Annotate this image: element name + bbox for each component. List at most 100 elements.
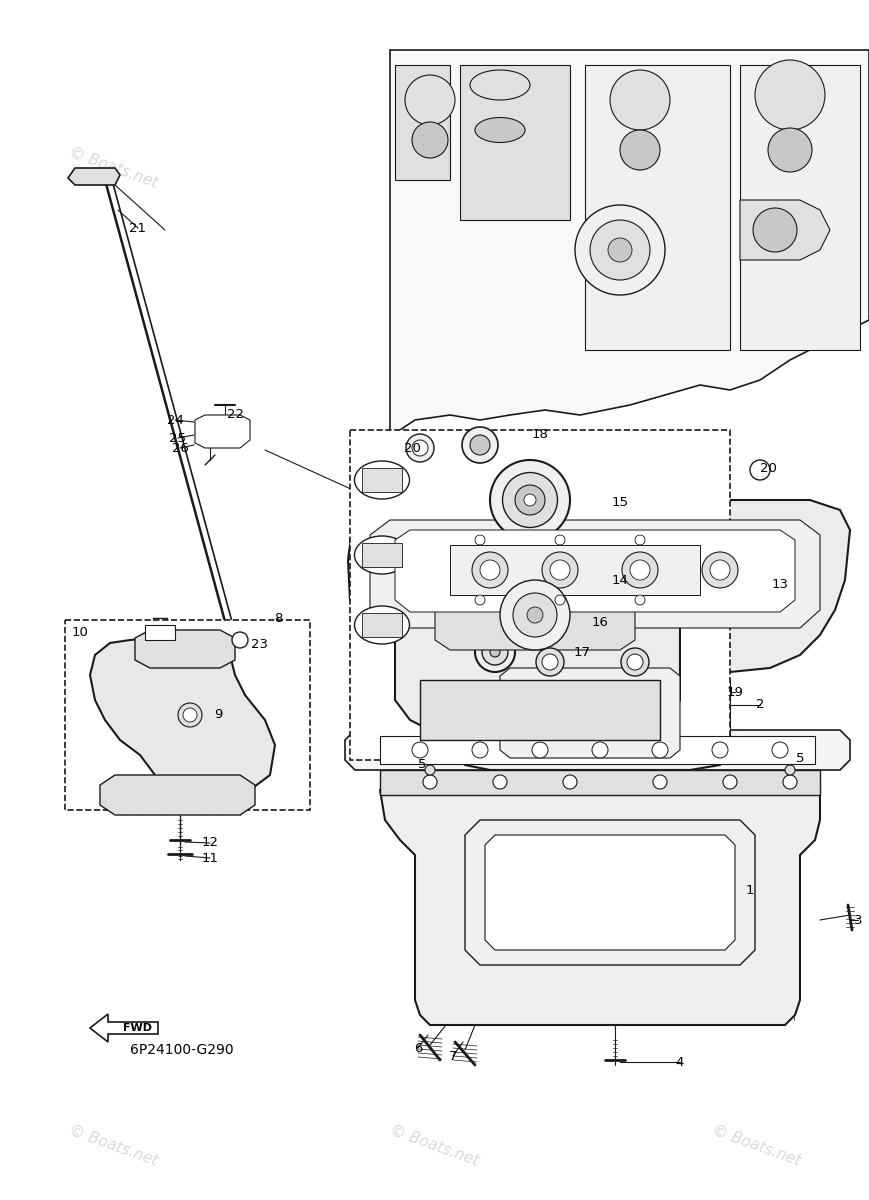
Polygon shape [90,1014,158,1042]
Ellipse shape [488,547,533,593]
Ellipse shape [355,461,409,499]
Ellipse shape [482,638,508,665]
Text: 6: 6 [414,1042,422,1055]
Polygon shape [380,760,820,1025]
Text: © Boats.net: © Boats.net [67,145,159,191]
Ellipse shape [496,611,514,629]
Polygon shape [195,415,250,448]
Text: 23: 23 [251,637,269,650]
Circle shape [635,595,645,605]
Polygon shape [740,65,860,350]
Text: © Boats.net: © Boats.net [67,1123,159,1169]
Circle shape [750,460,770,480]
Circle shape [563,775,577,790]
Circle shape [610,70,670,130]
Ellipse shape [470,70,530,100]
Text: 1: 1 [746,883,754,896]
Polygon shape [100,775,255,815]
Circle shape [532,742,548,758]
Text: 18: 18 [532,428,548,442]
Circle shape [772,742,788,758]
Circle shape [412,122,448,158]
Circle shape [783,775,797,790]
Polygon shape [420,680,660,740]
Text: © Boats.net: © Boats.net [710,1123,802,1169]
Circle shape [412,742,428,758]
Circle shape [462,427,498,463]
Ellipse shape [490,460,570,540]
Text: 15: 15 [612,496,628,509]
Text: © Boats.net: © Boats.net [710,145,802,191]
Ellipse shape [490,647,500,658]
Polygon shape [455,655,730,770]
Ellipse shape [355,536,409,574]
Polygon shape [395,560,680,730]
Circle shape [590,220,650,280]
Polygon shape [585,65,730,350]
Circle shape [178,703,202,727]
Polygon shape [500,668,680,758]
Polygon shape [395,530,795,612]
Polygon shape [362,613,402,637]
Polygon shape [90,635,275,794]
Text: 20: 20 [760,462,776,474]
Circle shape [710,560,730,580]
Text: 4: 4 [676,1056,684,1068]
Polygon shape [345,730,850,770]
Circle shape [472,742,488,758]
Text: 3: 3 [853,913,862,926]
Circle shape [550,560,570,580]
Ellipse shape [355,606,409,644]
Circle shape [183,708,197,722]
Polygon shape [350,430,730,760]
Circle shape [785,766,795,775]
Circle shape [620,130,660,170]
Text: 5: 5 [418,758,427,772]
Text: 20: 20 [403,442,421,455]
Circle shape [652,742,668,758]
Polygon shape [740,200,830,260]
Text: 7: 7 [448,1050,457,1062]
Polygon shape [380,736,815,764]
Circle shape [425,766,435,775]
Polygon shape [435,580,635,650]
Circle shape [630,560,650,580]
Polygon shape [380,770,820,794]
Circle shape [555,595,565,605]
Polygon shape [68,168,120,185]
Circle shape [755,60,825,130]
Circle shape [405,74,455,125]
Circle shape [723,775,737,790]
Circle shape [475,535,485,545]
Text: © Boats.net: © Boats.net [388,721,481,767]
Ellipse shape [477,538,542,602]
Polygon shape [65,620,310,810]
Polygon shape [485,835,735,950]
Ellipse shape [515,485,545,515]
Circle shape [232,632,248,648]
Circle shape [536,648,564,676]
Circle shape [500,580,570,650]
Ellipse shape [477,593,533,648]
Circle shape [753,208,797,252]
Polygon shape [395,65,450,180]
Ellipse shape [475,118,525,143]
Ellipse shape [499,559,521,581]
Text: 6P24100-G290: 6P24100-G290 [130,1043,234,1057]
Text: © Boats.net: © Boats.net [388,1123,481,1169]
Circle shape [513,593,557,637]
Text: FWD: FWD [123,1022,152,1033]
Text: 16: 16 [592,616,608,629]
Polygon shape [362,468,402,492]
Text: 5: 5 [796,751,804,764]
Circle shape [493,775,507,790]
Circle shape [702,552,738,588]
Text: 11: 11 [202,852,218,864]
Text: 12: 12 [202,836,218,850]
Text: © Boats.net: © Boats.net [710,721,802,767]
Polygon shape [460,65,570,220]
Circle shape [480,560,500,580]
Text: © Boats.net: © Boats.net [67,721,159,767]
Polygon shape [370,50,869,500]
Polygon shape [348,500,850,672]
